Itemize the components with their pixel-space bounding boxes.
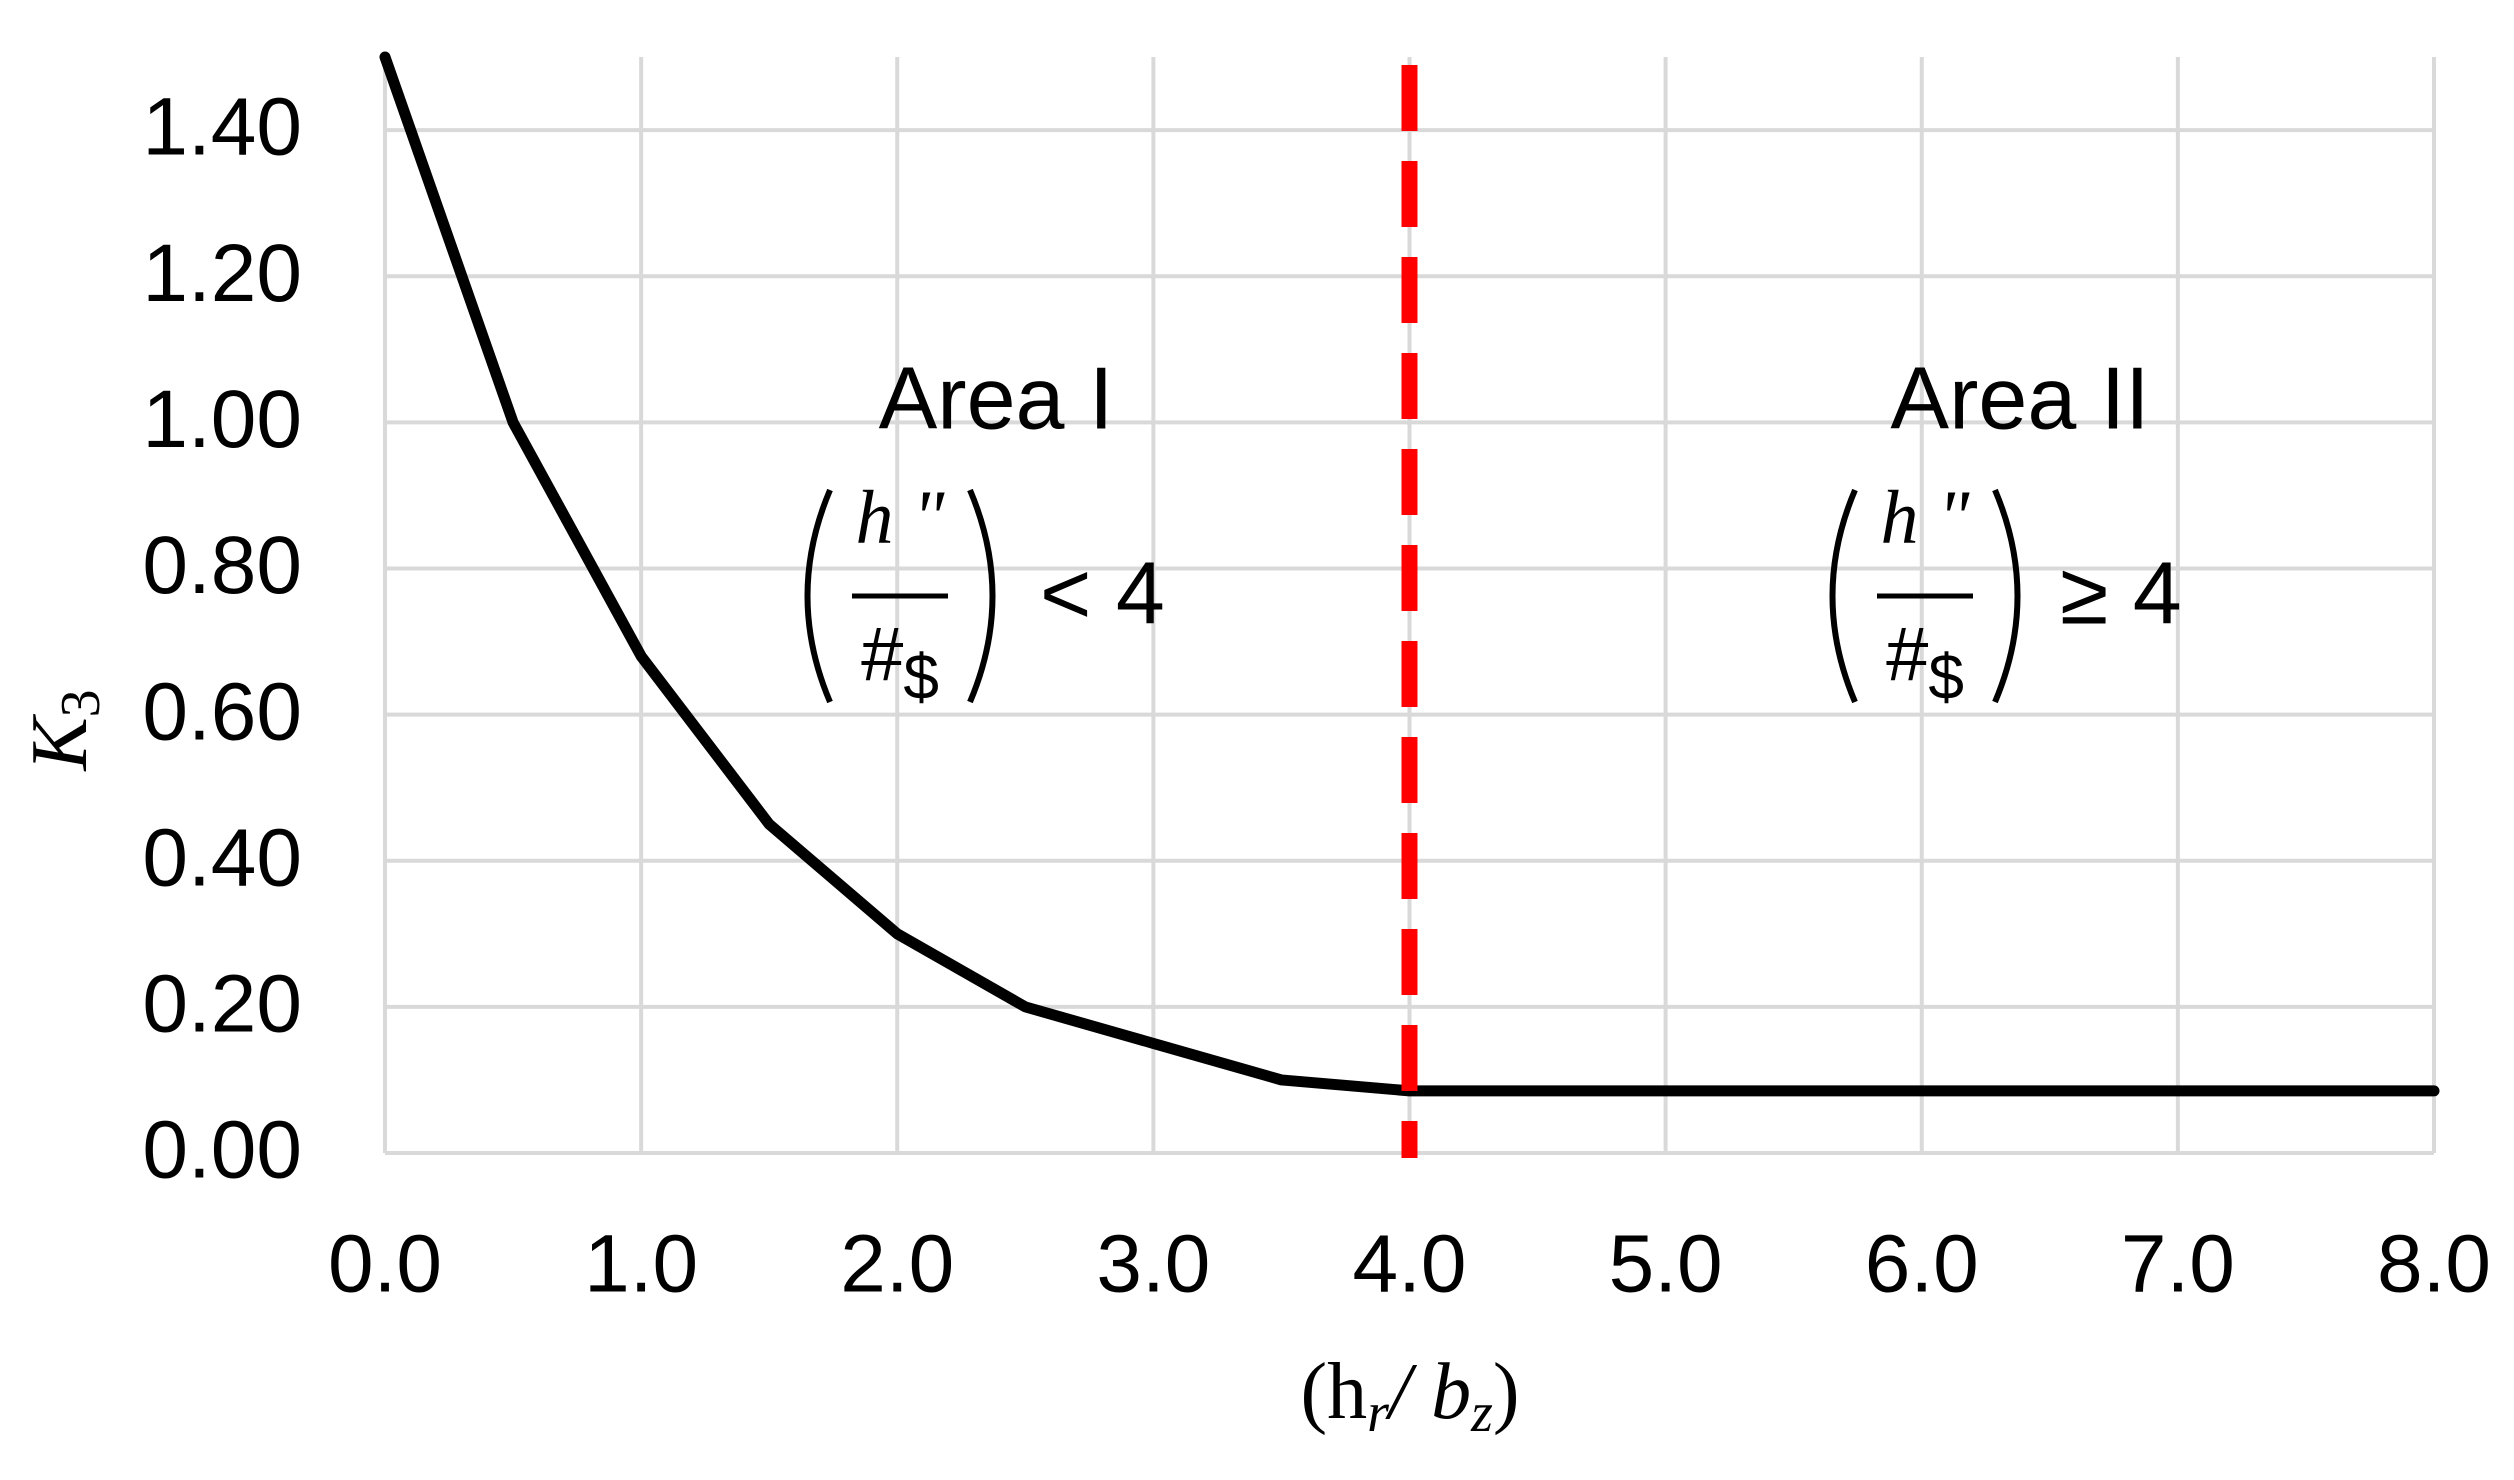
y-tick-label: 1.00: [142, 374, 302, 465]
label-part: K: [16, 714, 104, 772]
x-tick-label: 7.0: [2121, 1219, 2235, 1310]
paren-left: [804, 488, 833, 704]
y-axis-label: K3: [16, 689, 112, 771]
x-tick-label: 3.0: [1096, 1219, 1210, 1310]
label-part: ): [1493, 1348, 1520, 1436]
y-tick-label: 0.80: [142, 520, 302, 611]
denominator: #$: [1886, 612, 1964, 713]
x-tick-label: 8.0: [2377, 1219, 2491, 1310]
y-tick-label: 1.20: [142, 228, 302, 319]
area-title: Area II: [1890, 348, 2149, 447]
x-tick-label: 1.0: [584, 1219, 698, 1310]
subscript: r: [1367, 1382, 1389, 1444]
denominator-sub: $: [903, 641, 939, 713]
y-tick-label: 0.00: [142, 1105, 302, 1196]
subscript: 3: [50, 689, 112, 717]
paren-right: [1992, 488, 2021, 704]
paren-right: [967, 488, 996, 704]
data-line: [379, 51, 2440, 1097]
x-tick-label: 5.0: [1609, 1219, 1723, 1310]
label-part: (h: [1300, 1348, 1367, 1436]
denominator-sub: $: [1928, 641, 1964, 713]
x-axis-label: (hr/ bz): [1300, 1348, 1519, 1444]
label-part: / b: [1385, 1348, 1471, 1436]
numerator: h ": [856, 475, 946, 559]
x-tick-label: 2.0: [840, 1219, 954, 1310]
y-tick-label: 0.60: [142, 666, 302, 757]
x-tick-label: 6.0: [1865, 1219, 1979, 1310]
numerator: h ": [1881, 475, 1971, 559]
denominator-main: #: [861, 612, 903, 697]
denominator-main: #: [1886, 612, 1928, 697]
subscript: z: [1470, 1382, 1493, 1444]
x-tick-label: 4.0: [1353, 1219, 1467, 1310]
relation: < 4: [1040, 543, 1165, 642]
relation: ≥ 4: [2060, 543, 2182, 642]
paren-left: [1829, 488, 1858, 704]
denominator: #$: [861, 612, 939, 713]
x-tick-label: 0.0: [328, 1219, 442, 1310]
y-tick-label: 1.40: [142, 82, 302, 173]
y-tick-label: 0.20: [142, 959, 302, 1050]
y-tick-label: 0.40: [142, 812, 302, 903]
area-title: Area I: [879, 348, 1114, 447]
